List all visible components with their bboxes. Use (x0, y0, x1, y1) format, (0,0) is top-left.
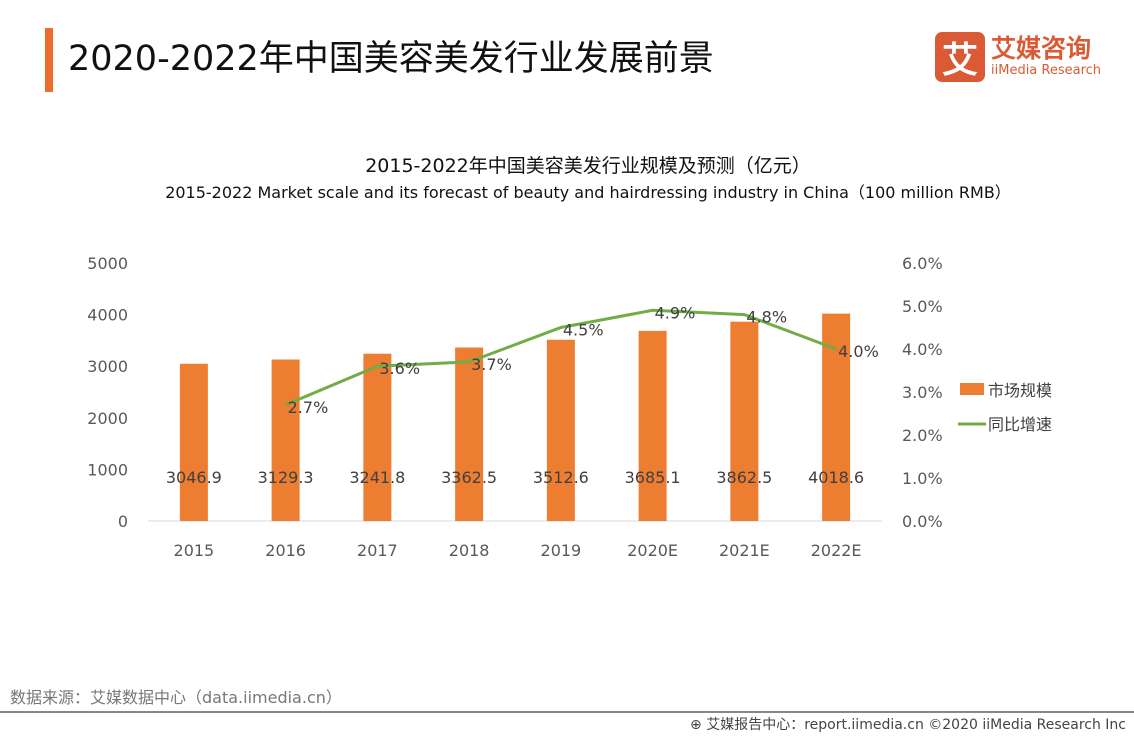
x-axis-tick: 2022E (811, 541, 862, 560)
legend-bar-label: 市场规模 (988, 381, 1052, 400)
bar (363, 353, 392, 521)
line-data-label: 4.0% (838, 342, 879, 361)
bar-data-label: 3046.9 (166, 468, 222, 487)
bar (730, 321, 759, 521)
left-axis-tick: 5000 (87, 254, 128, 273)
logo: 艾 艾媒咨询 iiMedia Research (935, 32, 1101, 82)
bar-data-label: 3129.3 (258, 468, 314, 487)
chart-subtitle: 2015-2022 Market scale and its forecast … (165, 183, 1011, 202)
right-axis-tick: 3.0% (902, 383, 943, 402)
logo-mark: 艾 (935, 32, 985, 82)
left-axis-tick: 2000 (87, 409, 128, 428)
x-axis-tick: 2017 (357, 541, 398, 560)
bar (455, 347, 484, 521)
left-axis-tick: 4000 (87, 306, 128, 325)
bar-data-label: 3241.8 (349, 468, 405, 487)
logo-cn: 艾媒咨询 (991, 34, 1092, 63)
left-axis-tick: 0 (118, 512, 128, 531)
page-title: 2020-2022年中国美容美发行业发展前景 (68, 39, 714, 79)
x-axis-tick: 2015 (174, 541, 215, 560)
x-axis-tick: 2018 (449, 541, 490, 560)
right-axis-tick: 1.0% (902, 469, 943, 488)
right-axis-tick: 4.0% (902, 340, 943, 359)
line-data-label: 4.9% (655, 303, 696, 322)
left-axis-tick: 3000 (87, 357, 128, 376)
bar (179, 363, 208, 521)
bar-data-label: 3362.5 (441, 468, 497, 487)
footer-divider (0, 711, 1134, 713)
title-accent-bar (45, 28, 53, 92)
bar (546, 339, 575, 521)
x-axis-tick: 2021E (719, 541, 770, 560)
right-axis-tick: 0.0% (902, 512, 943, 531)
footer-text[interactable]: ⊕ 艾媒报告中心：report.iimedia.cn ©2020 iiMedia… (690, 717, 1126, 733)
left-axis-tick: 1000 (87, 460, 128, 479)
right-axis-tick: 2.0% (902, 426, 943, 445)
logo-en: iiMedia Research (991, 63, 1102, 78)
x-axis-tick: 2019 (541, 541, 582, 560)
data-source: 数据来源：艾媒数据中心（data.iimedia.cn） (10, 688, 342, 707)
line-data-label: 4.8% (746, 308, 787, 327)
chart: 2015-2022年中国美容美发行业规模及预测（亿元） 2015-2022 Ma… (87, 155, 1052, 560)
footer-link[interactable]: 艾媒报告中心：report.iimedia.cn ©2020 iiMedia R… (706, 717, 1126, 733)
legend-bar-swatch (960, 383, 984, 395)
line-data-label: 2.7% (288, 398, 329, 417)
x-axis-tick: 2020E (627, 541, 678, 560)
chart-title: 2015-2022年中国美容美发行业规模及预测（亿元） (365, 155, 811, 177)
x-axis-tick: 2016 (265, 541, 306, 560)
line-data-label: 3.6% (379, 359, 420, 378)
bar-data-label: 3685.1 (625, 468, 681, 487)
bar (271, 359, 300, 521)
bar (638, 330, 667, 521)
right-axis-tick: 6.0% (902, 254, 943, 273)
right-axis-tick: 5.0% (902, 297, 943, 316)
line-data-label: 4.5% (563, 321, 604, 340)
growth-line (285, 308, 837, 407)
bar-data-label: 4018.6 (808, 468, 864, 487)
bar-data-label: 3512.6 (533, 468, 589, 487)
bar-data-label: 3862.5 (716, 468, 772, 487)
line-data-label: 3.7% (471, 355, 512, 374)
legend-line-label: 同比增速 (988, 415, 1052, 434)
